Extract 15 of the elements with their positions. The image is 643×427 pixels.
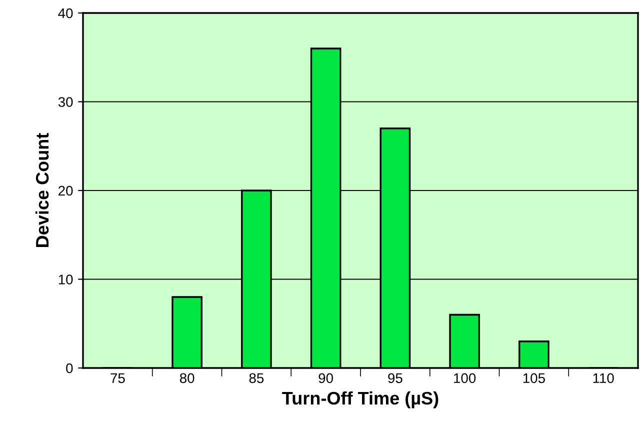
y-tick-label: 40 [58,8,73,18]
x-tick-label: 105 [523,373,545,384]
y-tick-label: 20 [58,186,73,196]
x-tick-label: 95 [388,373,402,384]
y-axis-title: Device Count [35,133,49,247]
x-tick-label: 85 [249,373,264,384]
x-axis-title: Turn-Off Time (µS) [282,391,438,408]
y-tick-label: 10 [58,274,73,284]
x-tick-label: 110 [593,373,614,384]
x-tick-label: 90 [318,373,333,384]
y-tick-label: 0 [66,363,73,374]
x-tick-label: 100 [454,373,476,384]
x-tick-label: 80 [180,373,194,384]
y-tick-label: 30 [58,97,73,107]
x-tick-label: 75 [110,373,125,384]
